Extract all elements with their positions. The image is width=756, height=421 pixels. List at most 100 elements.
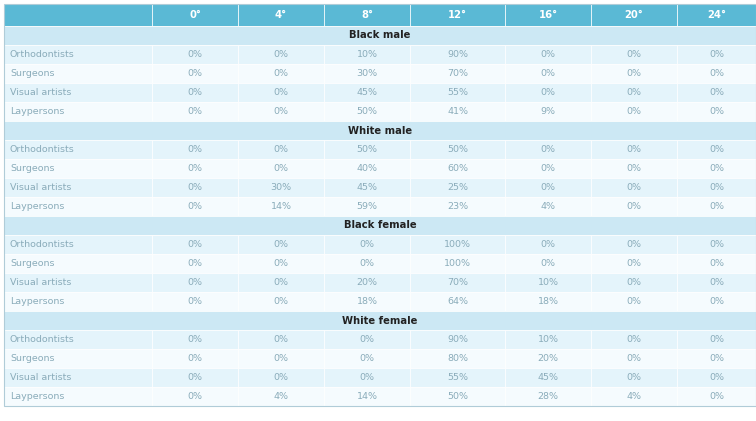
Bar (410, 64, 505, 83)
Text: 90%: 90% (447, 335, 468, 344)
Text: 0%: 0% (709, 69, 724, 78)
Text: 0%: 0% (187, 107, 203, 116)
Text: 0%: 0% (187, 297, 203, 306)
Bar (238, 83, 324, 102)
Text: 0%: 0% (541, 240, 556, 249)
Bar (324, 45, 410, 64)
Bar (152, 45, 238, 64)
Bar (238, 102, 324, 121)
Text: 18%: 18% (538, 297, 559, 306)
Text: 100%: 100% (444, 240, 471, 249)
Bar (152, 387, 238, 406)
Text: 0%: 0% (274, 69, 289, 78)
Bar (324, 330, 410, 349)
Bar (324, 4, 410, 26)
Bar (505, 83, 591, 102)
Text: Laypersons: Laypersons (10, 297, 64, 306)
Bar (4, 178, 152, 197)
Text: 55%: 55% (447, 373, 468, 382)
Bar (4, 387, 152, 406)
Text: 41%: 41% (447, 107, 468, 116)
Text: 0%: 0% (187, 69, 203, 78)
Bar (505, 159, 591, 178)
Bar (505, 349, 591, 368)
Bar (410, 197, 505, 216)
Text: 0%: 0% (541, 183, 556, 192)
Bar (324, 254, 410, 273)
Text: 20%: 20% (538, 354, 559, 363)
Text: 0%: 0% (187, 50, 203, 59)
Text: 0%: 0% (627, 240, 642, 249)
Text: 14%: 14% (271, 202, 292, 211)
Bar (152, 140, 238, 159)
Text: 20%: 20% (357, 278, 377, 287)
Text: 23%: 23% (447, 202, 468, 211)
Text: 0%: 0% (709, 392, 724, 401)
Bar (4, 140, 152, 159)
Text: Surgeons: Surgeons (10, 354, 54, 363)
Text: Visual artists: Visual artists (10, 183, 71, 192)
Text: 0%: 0% (360, 240, 374, 249)
Bar (152, 273, 238, 292)
Bar (677, 197, 756, 216)
Text: 0%: 0% (709, 50, 724, 59)
Bar (505, 64, 591, 83)
Text: 9%: 9% (541, 107, 556, 116)
Text: Orthodontists: Orthodontists (10, 145, 75, 154)
Text: 55%: 55% (447, 88, 468, 97)
Text: Laypersons: Laypersons (10, 392, 64, 401)
Text: 0%: 0% (187, 373, 203, 382)
Bar (4, 254, 152, 273)
Bar (677, 64, 756, 83)
Text: 0%: 0% (627, 202, 642, 211)
Bar (677, 140, 756, 159)
Text: 0%: 0% (709, 373, 724, 382)
Text: 0%: 0% (709, 145, 724, 154)
Text: 45%: 45% (538, 373, 559, 382)
Text: 0%: 0% (709, 107, 724, 116)
Bar (4, 4, 152, 26)
Text: 59%: 59% (357, 202, 377, 211)
Bar (152, 235, 238, 254)
Text: 0%: 0% (627, 69, 642, 78)
Text: 20°: 20° (624, 10, 643, 20)
Bar (4, 197, 152, 216)
Bar (591, 197, 677, 216)
Text: 0%: 0% (187, 88, 203, 97)
Text: 0%: 0% (274, 354, 289, 363)
Text: 30%: 30% (271, 183, 292, 192)
Bar (238, 254, 324, 273)
Bar (591, 178, 677, 197)
Text: 10%: 10% (538, 278, 559, 287)
Bar (591, 102, 677, 121)
Bar (677, 273, 756, 292)
Text: 0%: 0% (187, 145, 203, 154)
Text: 30%: 30% (356, 69, 377, 78)
Bar (152, 254, 238, 273)
Text: 50%: 50% (447, 392, 468, 401)
Bar (238, 64, 324, 83)
Bar (505, 102, 591, 121)
Text: 12°: 12° (448, 10, 467, 20)
Text: 70%: 70% (447, 278, 468, 287)
Bar (238, 178, 324, 197)
Text: 0%: 0% (709, 240, 724, 249)
Text: 50%: 50% (447, 145, 468, 154)
Text: 25%: 25% (447, 183, 468, 192)
Bar (152, 349, 238, 368)
Bar (238, 273, 324, 292)
Bar (324, 178, 410, 197)
Bar (238, 140, 324, 159)
Text: 0%: 0% (541, 69, 556, 78)
Text: 0%: 0% (627, 259, 642, 268)
Text: 0%: 0% (627, 373, 642, 382)
Text: 0%: 0% (709, 88, 724, 97)
Bar (677, 387, 756, 406)
Bar (152, 4, 238, 26)
Text: 0%: 0% (541, 164, 556, 173)
Text: 0%: 0% (187, 392, 203, 401)
Bar (505, 197, 591, 216)
Text: 0%: 0% (187, 354, 203, 363)
Text: Black male: Black male (349, 30, 411, 40)
Text: 0%: 0% (541, 259, 556, 268)
